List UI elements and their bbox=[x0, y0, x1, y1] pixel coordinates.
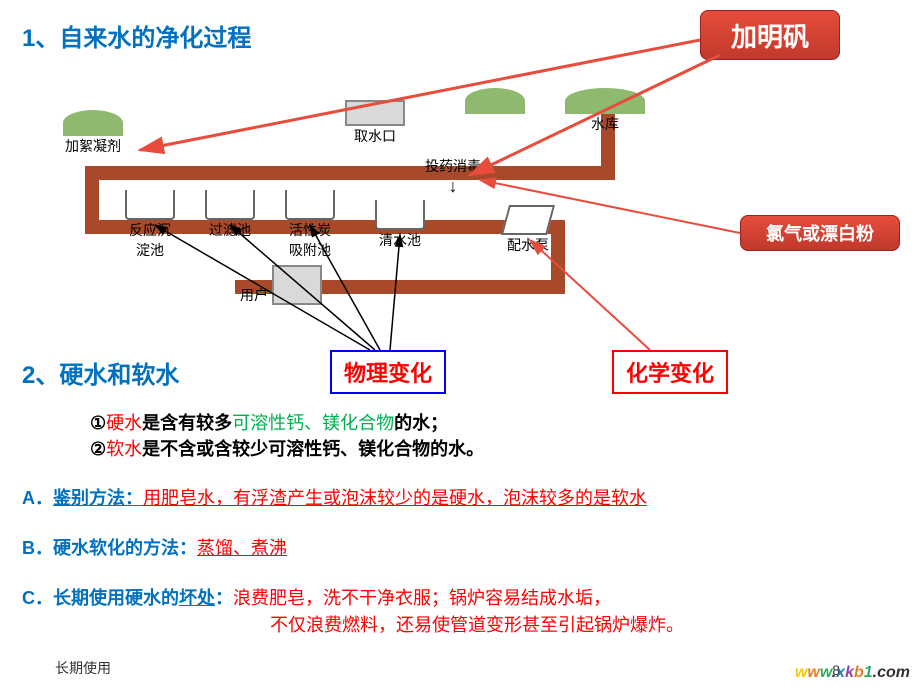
num: ② bbox=[90, 439, 106, 459]
label: 配水泵 bbox=[505, 235, 551, 255]
answer: 用肥皂水，有浮渣产生或泡沫较少的是硬水，泡沫较多的是软水 bbox=[143, 488, 647, 508]
label: 投药消毒 bbox=[425, 156, 481, 176]
pipe bbox=[85, 166, 99, 226]
answer-line2: 不仅浪费燃料，还易使管道变形甚至引起锅炉爆炸。 bbox=[270, 615, 684, 635]
label: 清水池 bbox=[375, 230, 425, 250]
label: 用户 bbox=[240, 285, 268, 305]
title-underline: 坏处 bbox=[179, 588, 215, 608]
item-c-line2: 不仅浪费燃料，还易使管道变形甚至引起锅炉爆炸。 bbox=[270, 612, 684, 639]
station-coagulant: 加絮凝剂 bbox=[63, 110, 123, 156]
colon: ： bbox=[215, 588, 233, 608]
title: 鉴别方法： bbox=[53, 488, 143, 508]
pipe bbox=[85, 166, 615, 180]
station-pump: 配水泵 bbox=[505, 205, 551, 255]
site-logo: www.xkb1.com bbox=[795, 664, 910, 682]
label-physical-change: 物理变化 bbox=[330, 350, 446, 394]
txt: 的水； bbox=[394, 413, 448, 433]
definition-hard-water: ①硬水是含有较多可溶性钙、镁化合物的水； bbox=[90, 410, 448, 437]
label: 反应沉 淀池 bbox=[125, 220, 175, 260]
num: ① bbox=[90, 413, 106, 433]
term: 硬水 bbox=[106, 413, 142, 433]
label: 过滤池 bbox=[205, 220, 255, 240]
label-chemical-change: 化学变化 bbox=[612, 350, 728, 394]
answer: 蒸馏、煮沸 bbox=[197, 538, 287, 558]
item-b: B．硬水软化的方法：蒸馏、煮沸 bbox=[22, 535, 287, 562]
title-prefix: 长期使用硬水的 bbox=[53, 588, 179, 608]
label: 加絮凝剂 bbox=[63, 136, 123, 156]
station-reservoir-hill bbox=[465, 88, 525, 114]
heading-1: 1、自来水的净化过程 bbox=[22, 18, 251, 53]
label: 水库 bbox=[565, 114, 645, 134]
station-reservoir: 水库 bbox=[565, 88, 645, 134]
station-clear: 清水池 bbox=[375, 200, 425, 250]
station-user: 用户 bbox=[240, 265, 322, 305]
footer-left: 长期使用 bbox=[55, 658, 111, 678]
highlight: 可溶性钙、镁化合物 bbox=[232, 413, 394, 433]
label: 活性炭 吸附池 bbox=[285, 220, 335, 260]
callout-alum: 加明矾 bbox=[700, 10, 840, 60]
callout-chlorine: 氯气或漂白粉 bbox=[740, 215, 900, 251]
term: 软水 bbox=[106, 439, 142, 459]
pipe bbox=[551, 220, 565, 280]
answer-line1: 浪费肥皂，洗不干净衣服；锅炉容易结成水垢， bbox=[233, 588, 611, 608]
station-intake: 取水口 bbox=[345, 100, 405, 146]
label: A． bbox=[22, 488, 53, 508]
item-c: C．长期使用硬水的坏处：浪费肥皂，洗不干净衣服；锅炉容易结成水垢， bbox=[22, 585, 611, 612]
title: 硬水软化的方法： bbox=[53, 538, 197, 558]
item-a: A．鉴别方法：用肥皂水，有浮渣产生或泡沫较少的是硬水，泡沫较多的是软水 bbox=[22, 485, 647, 512]
station-filter: 过滤池 bbox=[205, 190, 255, 240]
heading-2: 2、硬水和软水 bbox=[22, 355, 179, 390]
station-reaction: 反应沉 淀池 bbox=[125, 190, 175, 260]
label: B． bbox=[22, 538, 53, 558]
station-carbon: 活性炭 吸附池 bbox=[285, 190, 335, 260]
txt: 是含有较多 bbox=[142, 413, 232, 433]
label: C． bbox=[22, 588, 53, 608]
water-process-diagram: 加絮凝剂 水库 取水口 反应沉 淀池 过滤池 活性炭 吸附池 清水池 投药消毒 … bbox=[45, 70, 865, 320]
label: 取水口 bbox=[345, 126, 405, 146]
station-disinfect: 投药消毒 ↓ bbox=[425, 156, 481, 197]
txt: 是不含或含较少可溶性钙、镁化合物的水。 bbox=[142, 439, 484, 459]
definition-soft-water: ②软水是不含或含较少可溶性钙、镁化合物的水。 bbox=[90, 436, 484, 463]
